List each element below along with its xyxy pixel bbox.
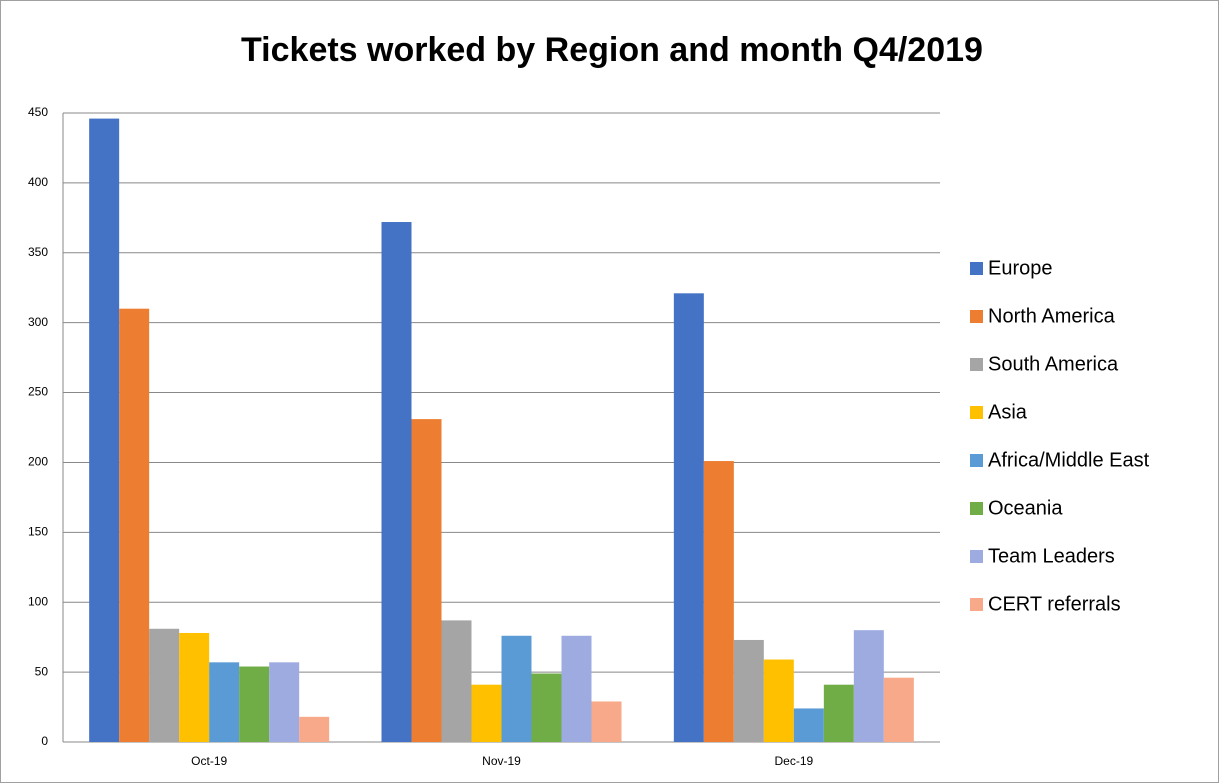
legend-label: Oceania: [988, 497, 1063, 519]
bar: [299, 716, 330, 742]
x-tick-label: Dec-19: [774, 754, 813, 768]
bar: [763, 659, 794, 742]
y-tick-label: 400: [28, 175, 48, 189]
bar: [269, 662, 300, 742]
legend-swatch: [970, 454, 983, 467]
bar: [823, 684, 854, 742]
y-tick-label: 100: [28, 594, 48, 608]
x-tick-label: Nov-19: [482, 754, 521, 768]
bar: [179, 632, 210, 742]
y-tick-label: 150: [28, 525, 48, 539]
legend-label: South America: [988, 353, 1119, 375]
bar: [381, 222, 412, 742]
y-tick-label: 350: [28, 245, 48, 259]
legend-swatch: [970, 262, 983, 275]
legend-swatch: [970, 310, 983, 323]
y-tick-label: 50: [35, 664, 49, 678]
bar: [673, 293, 704, 742]
y-tick-label: 300: [28, 315, 48, 329]
bar: [149, 628, 180, 742]
legend-swatch: [970, 502, 983, 515]
legend-swatch: [970, 550, 983, 563]
legend-label: Africa/Middle East: [988, 449, 1150, 471]
bar: [411, 419, 442, 742]
bar: [501, 635, 532, 742]
y-tick-label: 450: [28, 105, 48, 119]
x-tick-label: Oct-19: [191, 754, 227, 768]
legend-label: Europe: [988, 257, 1053, 279]
legend-label: Team Leaders: [988, 545, 1115, 567]
bar: [853, 630, 884, 742]
y-tick-label: 250: [28, 385, 48, 399]
bar: [441, 620, 472, 742]
bar: [209, 662, 240, 742]
legend-swatch: [970, 598, 983, 611]
bar: [561, 635, 592, 742]
legend-label: Asia: [988, 401, 1028, 423]
legend-swatch: [970, 358, 983, 371]
bar: [703, 461, 734, 742]
bar: [883, 677, 914, 742]
legend-label: North America: [988, 305, 1116, 327]
bar: [471, 684, 502, 742]
bar: [733, 639, 764, 742]
y-tick-label: 0: [41, 734, 48, 748]
bar: [531, 673, 562, 742]
bar: [239, 666, 270, 742]
bar: [591, 701, 622, 742]
bar: [793, 708, 824, 742]
legend-swatch: [970, 406, 983, 419]
legend-label: CERT referrals: [988, 593, 1121, 615]
bar: [119, 308, 150, 742]
bar: [89, 118, 120, 742]
y-tick-label: 200: [28, 455, 48, 469]
chart-title: Tickets worked by Region and month Q4/20…: [241, 31, 983, 69]
